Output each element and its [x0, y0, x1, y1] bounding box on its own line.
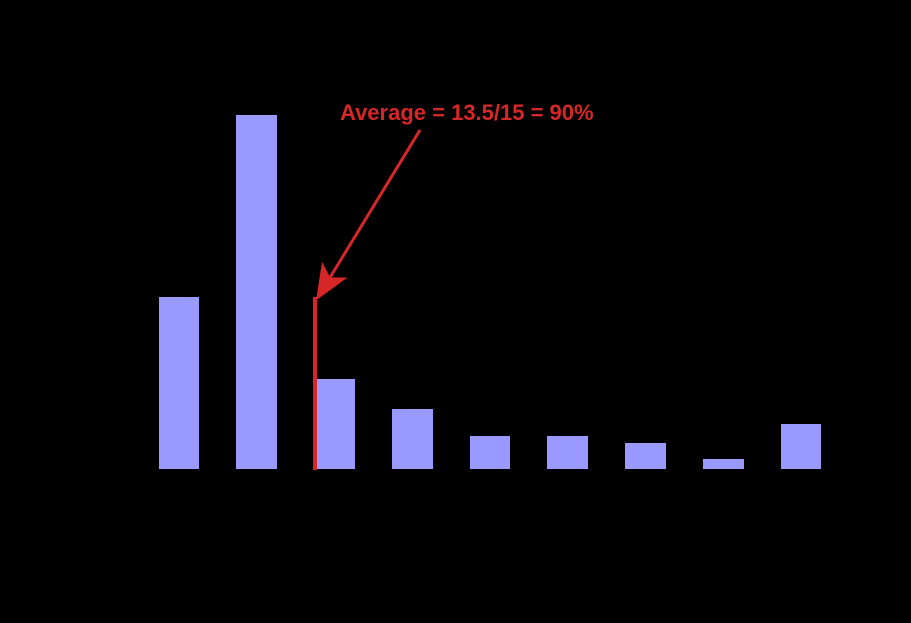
y-tick: 0: [90, 463, 150, 477]
x-tick-label: 8: [719, 475, 728, 493]
x-tick-label: <7: [792, 475, 810, 493]
y-tick: 100: [90, 290, 150, 304]
bar-value-label: 206: [245, 94, 268, 110]
x-tick-label: 12: [403, 475, 421, 493]
bar-value-label: 20: [560, 415, 576, 431]
bar-value-label: 20: [482, 415, 498, 431]
x-tick-label: 11: [482, 475, 499, 493]
x-tick-label: 13: [326, 475, 344, 493]
x-tick-label: 15: [170, 475, 188, 493]
chart-container: E188 '15 Portfolio #1 Grade Distribution…: [60, 20, 860, 600]
x-tick-label: 9: [641, 475, 650, 493]
y-tick: 200: [90, 118, 150, 132]
bar-value-label: 7: [719, 438, 727, 454]
bar-value-label: 53: [327, 358, 343, 374]
x-tick-label: 14: [248, 475, 266, 493]
bar-value-label: 27: [793, 403, 809, 419]
average-line: [313, 297, 317, 470]
bar-value-label: 101: [167, 276, 190, 292]
average-arrow: [60, 20, 860, 620]
bar-value-label: 16: [638, 422, 654, 438]
x-tick-label: 10: [559, 475, 577, 493]
bar-value-label: 36: [404, 388, 420, 404]
